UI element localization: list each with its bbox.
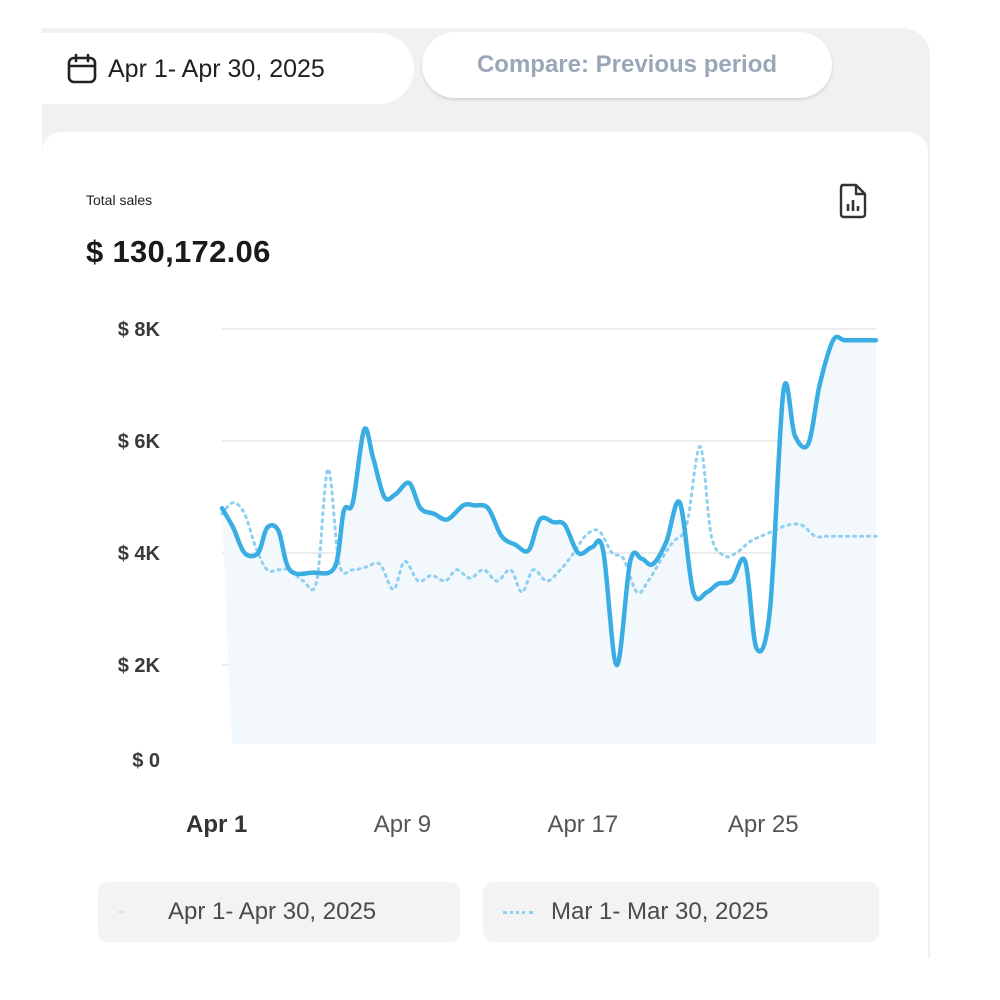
legend-current-period[interactable]: Apr 1- Apr 30, 2025 <box>98 882 460 942</box>
legend-previous-label: Mar 1- Mar 30, 2025 <box>551 898 769 925</box>
metric-value: $ 130,172.06 <box>86 234 271 269</box>
legend-solid-swatch <box>118 911 124 913</box>
calendar-icon <box>67 53 97 84</box>
date-range-picker[interactable]: Apr 1- Apr 30, 2025 <box>42 33 414 104</box>
metric-label: Total sales <box>86 192 153 208</box>
legend-current-label: Apr 1- Apr 30, 2025 <box>168 898 377 925</box>
compare-button[interactable]: Compare: Previous period <box>422 32 832 98</box>
date-range-text: Apr 1- Apr 30, 2025 <box>108 55 325 83</box>
legend-dotted-swatch <box>503 910 533 914</box>
legend-previous-period[interactable]: Mar 1- Mar 30, 2025 <box>483 882 879 942</box>
report-icon[interactable] <box>836 182 870 220</box>
